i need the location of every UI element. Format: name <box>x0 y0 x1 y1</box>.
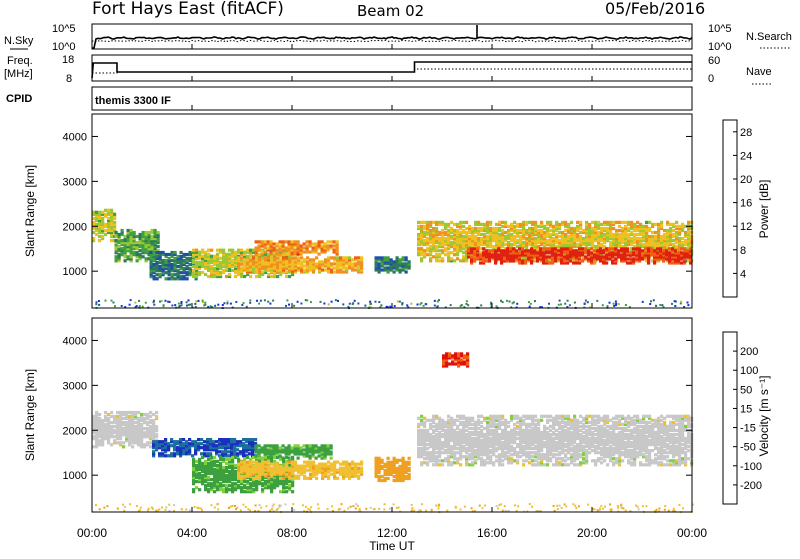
colorbar-tick-label: -50 <box>740 442 756 454</box>
nsky-tick-top: 10^5 <box>52 23 76 35</box>
echo-region-6 <box>375 256 411 273</box>
ytick-label: 1000 <box>63 470 87 482</box>
colorbar-tick-label: 16 <box>740 198 752 210</box>
xtick-label: 16:00 <box>477 526 507 540</box>
xtick-label: 00:00 <box>677 526 707 540</box>
cpid-label: CPID <box>6 93 32 105</box>
velocity-panel: 1000 2000 3000 4000 Slant Range [km] -200 -1… <box>23 318 771 513</box>
power-colorbar-label: Power [dB] <box>757 180 771 239</box>
colorbar-tick-label: 200 <box>740 346 758 358</box>
ytick-label: 1000 <box>63 266 87 278</box>
colorbar-tick-label: 24 <box>740 150 752 162</box>
date-label: 05/Feb/2016 <box>605 0 705 18</box>
ytick-label: 4000 <box>63 131 87 143</box>
colorbar-tick-label: 100 <box>740 365 758 377</box>
colorbar-tick-label: 28 <box>740 127 752 139</box>
plot-title: Fort Hays East (fitACF) <box>92 0 284 19</box>
colorbar-tick-label: -100 <box>740 461 762 473</box>
colorbar-tick-label: 50 <box>740 384 752 396</box>
beam-label: Beam 02 <box>357 2 424 20</box>
xtick-label: 12:00 <box>377 526 407 540</box>
colorbar-tick-label: -200 <box>740 480 762 492</box>
nsky-tick-bottom: 10^0 <box>52 41 76 53</box>
nave-tick-top: 60 <box>708 55 720 67</box>
ytick-label: 2000 <box>63 425 87 437</box>
time-axis-label: Time UT <box>369 539 415 553</box>
nave-label: Nave <box>746 66 772 78</box>
freq-tick-bottom: 8 <box>66 73 72 85</box>
velocity-colorbar-label: Velocity [m s⁻¹] <box>757 375 771 456</box>
freq-panel: Freq. [MHz] 18 8 60 0 Nave <box>4 54 772 85</box>
colorbar-frame <box>723 332 737 504</box>
xtick-label: 04:00 <box>177 526 207 540</box>
nsky-label: N.Sky <box>4 35 34 47</box>
freq-unit: [MHz] <box>4 68 33 80</box>
echo-region-4 <box>237 256 363 273</box>
colorbar-tick-label: 4 <box>740 268 746 280</box>
ytick-label: 2000 <box>63 221 87 233</box>
nave-tick-bottom: 0 <box>708 73 714 85</box>
nsearch-label: N.Search <box>746 31 792 43</box>
colorbar-tick-label: -15 <box>740 423 756 435</box>
ytick-label: 3000 <box>63 380 87 392</box>
colorbar-tick-label: 20 <box>740 174 752 186</box>
cpid-text: themis 3300 IF <box>95 95 171 107</box>
nsky-panel: N.Sky 10^5 10^0 10^5 10^0 N.Search <box>4 23 792 53</box>
ytick-label: 4000 <box>63 335 87 347</box>
nsearch-tick-top: 10^5 <box>708 23 732 35</box>
echo-region-2 <box>150 251 198 281</box>
cpid-panel: CPID themis 3300 IF <box>6 87 692 110</box>
freq-tick-top: 18 <box>62 54 74 66</box>
ytick-label: 3000 <box>63 176 87 188</box>
nsearch-tick-bottom: 10^0 <box>708 41 732 53</box>
power-panel: 1000 2000 3000 4000 Slant Range [km] 4 8 12 16… <box>23 114 771 309</box>
colorbar-tick-label: 12 <box>740 221 752 233</box>
colorbar-frame <box>723 120 737 297</box>
xtick-label: 00:00 <box>77 526 107 540</box>
velocity-panel-frame <box>92 318 692 512</box>
velocity-ylabel: Slant Range [km] <box>23 369 37 461</box>
colorbar-tick-label: 15 <box>740 403 752 415</box>
power-ylabel: Slant Range [km] <box>23 165 37 257</box>
xtick-label: 20:00 <box>577 526 607 540</box>
colorbar-tick-label: 8 <box>740 245 746 257</box>
power-colorbar: 4 8 12 16 20 24 28 <box>723 120 752 297</box>
freq-label: Freq. <box>7 55 33 67</box>
xtick-label: 08:00 <box>277 526 307 540</box>
